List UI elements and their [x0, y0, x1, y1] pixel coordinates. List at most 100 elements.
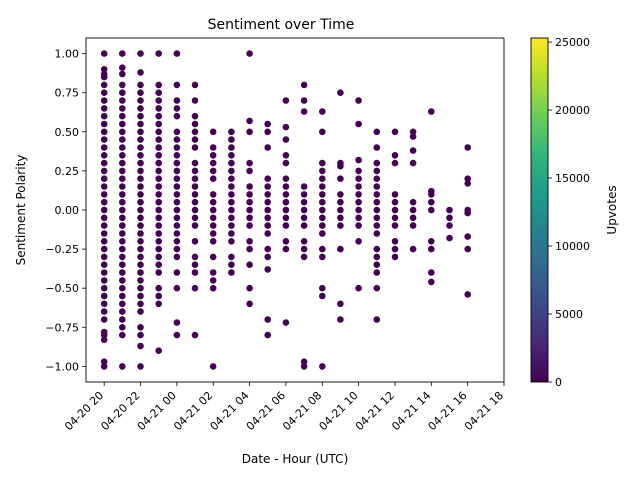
data-point: [355, 198, 362, 206]
data-point: [209, 191, 217, 198]
data-point: [119, 136, 126, 143]
data-point: [100, 73, 108, 81]
data-point: [100, 214, 108, 222]
data-point: [155, 136, 162, 143]
data-point: [191, 183, 199, 190]
data-point: [100, 167, 108, 175]
data-point: [428, 198, 435, 206]
colorbar-tick-label: 5000: [555, 308, 583, 321]
data-point: [100, 261, 108, 269]
data-point: [228, 198, 235, 206]
data-point: [246, 198, 253, 206]
data-point: [191, 159, 199, 167]
data-point: [155, 214, 162, 222]
data-point: [155, 81, 162, 89]
colorbar-tick-label: 10000: [555, 240, 590, 253]
data-point: [246, 284, 253, 292]
data-point: [137, 69, 144, 76]
data-point: [119, 64, 126, 71]
data-point: [137, 331, 144, 339]
data-point: [137, 97, 144, 104]
data-point: [173, 253, 181, 261]
data-point: [209, 238, 217, 245]
data-point: [191, 214, 199, 222]
data-point: [137, 230, 144, 237]
data-point: [282, 238, 290, 245]
data-point: [282, 136, 290, 143]
data-point: [319, 128, 326, 136]
data-point: [137, 167, 144, 175]
data-point: [373, 214, 381, 222]
data-point: [100, 308, 108, 315]
y-axis-label: Sentiment Polarity: [14, 155, 28, 266]
data-point: [337, 89, 344, 96]
data-point: [119, 159, 126, 167]
data-point: [137, 175, 144, 182]
data-point: [355, 175, 362, 182]
data-points: [100, 50, 472, 370]
data-point: [282, 123, 290, 131]
data-point: [319, 191, 326, 198]
chart-title: Sentiment over Time: [208, 17, 355, 33]
data-point: [191, 198, 199, 206]
data-point: [373, 206, 381, 214]
data-point: [137, 214, 144, 222]
data-point: [100, 128, 108, 136]
data-point: [173, 269, 181, 276]
data-point: [155, 183, 162, 190]
data-point: [155, 284, 162, 292]
data-point: [100, 277, 108, 284]
data-point: [300, 245, 308, 253]
data-point: [300, 81, 308, 89]
data-point: [191, 128, 199, 136]
data-point: [191, 175, 199, 182]
data-point: [137, 245, 144, 253]
y-tick-label: −0.25: [45, 243, 79, 256]
data-point: [119, 214, 126, 222]
data-point: [391, 214, 399, 222]
data-point: [373, 191, 381, 198]
data-point: [100, 245, 108, 253]
data-point: [137, 81, 144, 89]
data-point: [137, 128, 144, 136]
data-point: [355, 97, 362, 104]
data-point: [173, 81, 181, 89]
data-point: [100, 198, 108, 206]
data-point: [391, 128, 399, 136]
data-point: [428, 108, 435, 115]
data-point: [119, 269, 126, 276]
data-point: [373, 253, 381, 261]
colorbar-tick-label: 15000: [555, 172, 590, 185]
data-point: [155, 144, 162, 151]
data-point: [355, 222, 362, 229]
data-point: [391, 159, 399, 167]
data-point: [119, 222, 126, 229]
data-point: [137, 284, 144, 292]
colorbar-tick-label: 20000: [555, 104, 590, 117]
data-point: [228, 167, 235, 175]
data-point: [464, 209, 472, 217]
data-point: [119, 261, 126, 269]
data-point: [191, 206, 199, 214]
data-point: [137, 144, 144, 151]
data-point: [119, 284, 126, 292]
data-point: [228, 222, 235, 229]
data-point: [209, 277, 217, 284]
data-point: [319, 159, 326, 167]
data-point: [337, 175, 344, 182]
data-point: [100, 175, 108, 182]
data-point: [155, 347, 162, 355]
colorbar: [531, 38, 548, 382]
data-point: [191, 112, 199, 120]
data-point: [300, 238, 308, 245]
data-point: [119, 300, 126, 308]
data-point: [228, 253, 235, 261]
data-point: [355, 206, 362, 214]
data-point: [264, 266, 272, 273]
data-point: [264, 253, 272, 261]
data-point: [264, 191, 272, 198]
data-point: [173, 319, 181, 326]
colorbar-axis: 0 5000 10000 15000 20000 25000: [548, 36, 590, 389]
data-point: [409, 147, 417, 154]
data-point: [100, 81, 108, 89]
